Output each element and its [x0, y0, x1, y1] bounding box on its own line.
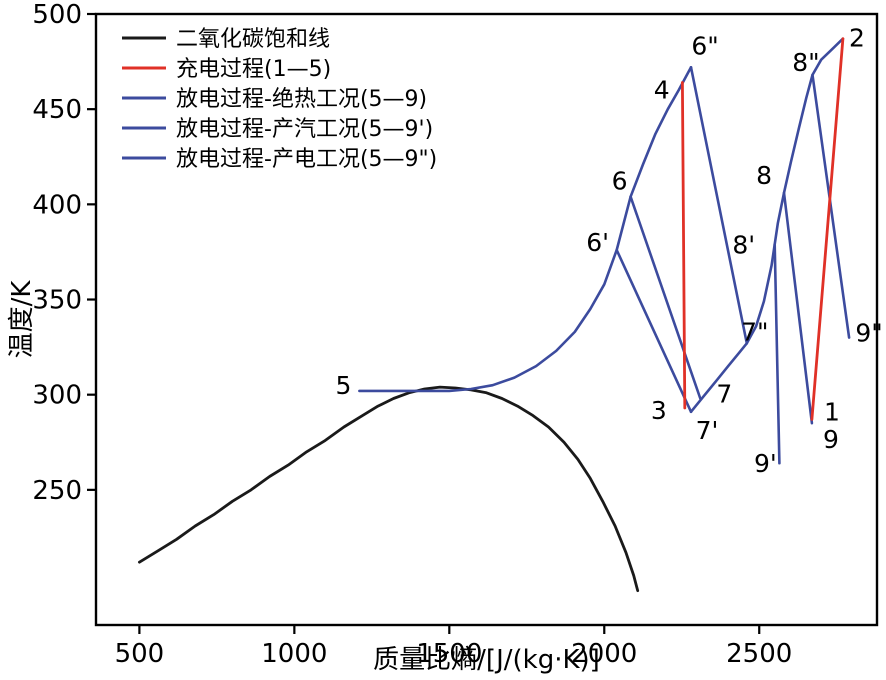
series-charge-compression-3-4 [681, 81, 687, 410]
point-label-1: 1 [824, 397, 840, 426]
series-expansion-line-8pp-9pp [811, 73, 851, 339]
legend-label-charge: 充电过程(1—5) [176, 57, 331, 82]
point-label-6: 6 [612, 167, 628, 196]
series-expansion-line-6pp-7pp [689, 66, 749, 345]
y-axis-tick-label: 300 [32, 381, 82, 411]
point-label-8p: 8' [732, 230, 755, 259]
y-axis-tick-label: 450 [32, 95, 82, 125]
y-axis-tick-label: 400 [32, 190, 82, 220]
legend-label-discharge-adiabatic: 放电过程-绝热工况(5—9) [176, 87, 427, 112]
series-expansion-line-8p-9p [773, 243, 781, 465]
series-discharge-heating-curve-5-6 [358, 66, 693, 393]
y-axis-tick-label: 250 [32, 476, 82, 506]
point-label-8: 8 [756, 161, 772, 190]
point-label-9p: 9' [754, 449, 777, 478]
series-expansion-line-8-9 [782, 191, 814, 425]
point-label-7: 7 [716, 379, 732, 408]
point-label-6p: 6' [586, 228, 609, 257]
y-axis-title: 温度/K [7, 280, 37, 359]
series-charge-compression-1-2 [810, 37, 845, 421]
point-label-9pp: 9" [855, 319, 882, 348]
point-label-8pp: 8" [792, 48, 819, 77]
x-axis-tick-label: 500 [115, 639, 165, 669]
x-axis-tick-label: 1500 [416, 639, 482, 669]
y-axis-tick-label: 350 [32, 286, 82, 316]
point-label-9: 9 [823, 425, 839, 454]
plot-border [94, 12, 879, 627]
legend-label-saturation: 二氧化碳饱和线 [176, 27, 330, 52]
point-label-7pp: 7" [741, 317, 768, 346]
series-expansion-line-6-7 [629, 195, 702, 400]
legend-label-discharge-power: 放电过程-产电工况(5—9") [176, 147, 437, 172]
x-axis-title: 质量比熵/[J/(kg·K)] [373, 645, 600, 675]
series-expansion-line-6p-7p [615, 248, 693, 414]
x-axis-tick-label: 2000 [571, 639, 637, 669]
x-axis-tick-label: 1000 [261, 639, 327, 669]
point-label-4: 4 [654, 75, 670, 104]
point-label-7p: 7' [696, 416, 719, 445]
point-label-5: 5 [335, 371, 351, 400]
point-label-3: 3 [651, 396, 667, 425]
y-axis-tick-label: 500 [32, 0, 82, 30]
series-reheat-curve-7-2 [689, 37, 845, 414]
x-axis-tick-label: 2500 [726, 639, 792, 669]
series-co2-saturation-line [137, 385, 640, 593]
point-label-2: 2 [849, 24, 865, 53]
point-label-6pp: 6" [691, 31, 718, 60]
legend-label-discharge-steam: 放电过程-产汽工况(5—9') [176, 117, 433, 142]
